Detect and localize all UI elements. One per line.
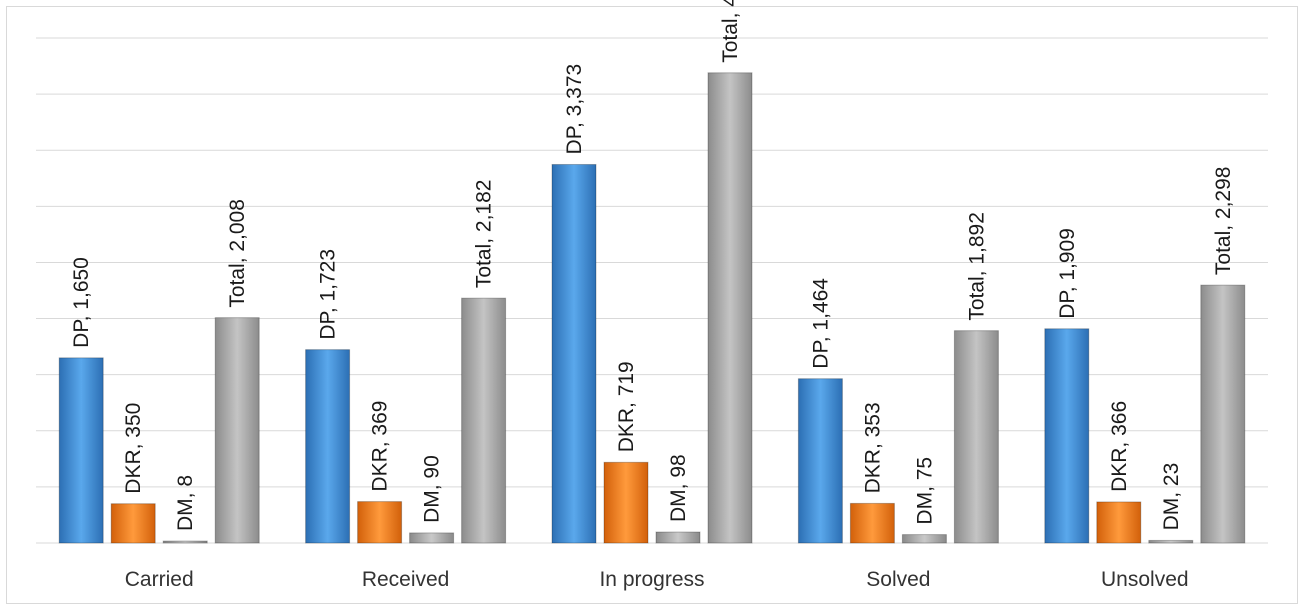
bar-total (953, 330, 999, 544)
category-label: Solved (866, 568, 930, 591)
data-label-total: Total, 2,182 (473, 180, 496, 289)
data-label-dm: DM, 98 (667, 454, 690, 522)
data-label-dp: DP, 1,464 (809, 278, 832, 369)
bars (58, 72, 1246, 544)
category-label: In progress (599, 568, 704, 591)
bar-dkr (603, 461, 649, 544)
category-labels: Carried Received In progress Solved Unsolved (125, 568, 1189, 591)
data-label-dm: DM, 8 (174, 475, 197, 531)
bar-total (461, 297, 507, 544)
bar-dp (797, 378, 843, 544)
data-label-dm: DM, 75 (913, 457, 936, 525)
category-label: Received (362, 568, 450, 591)
bar-dm (655, 531, 701, 544)
bar-total (214, 317, 260, 544)
category-label: Carried (125, 568, 194, 591)
data-label-dp: DP, 1,723 (317, 249, 340, 340)
bar-dkr (357, 501, 403, 544)
data-label-total: Total, 2,008 (226, 199, 249, 308)
bar-dkr (110, 503, 156, 544)
bar-dm (409, 532, 455, 544)
bar-total (1200, 284, 1246, 544)
data-label-dp: DP, 1,909 (1056, 228, 1079, 319)
bar-dp (1044, 328, 1090, 544)
bar-dp (58, 357, 104, 544)
category-label: Unsolved (1101, 568, 1189, 591)
data-label-dkr: DKR, 353 (861, 402, 884, 493)
data-label-dkr: DKR, 350 (122, 403, 145, 494)
bar-dm (901, 534, 947, 544)
data-label-dp: DP, 3,373 (563, 64, 586, 155)
data-labels: DP, 1,650 DKR, 350 DM, 8 Total, 2,008 DP, 1,… (70, 0, 1235, 531)
bar-total (707, 72, 753, 544)
data-label-total: Total, 2,298 (1212, 167, 1235, 276)
data-label-dkr: DKR, 719 (615, 361, 638, 452)
data-label-dkr: DKR, 369 (369, 401, 392, 492)
data-label-dkr: DKR, 366 (1108, 401, 1131, 492)
data-label-dm: DM, 23 (1160, 463, 1183, 531)
bar-dm (1148, 539, 1194, 544)
bar-dp (305, 349, 351, 544)
bar-dp (551, 163, 597, 544)
data-label-dp: DP, 1,650 (70, 257, 93, 348)
data-label-total: Total, 1,892 (965, 212, 988, 321)
bar-dkr (1096, 501, 1142, 544)
bar-dkr (849, 502, 895, 544)
data-label-dm: DM, 90 (421, 455, 444, 523)
bar-dm (162, 540, 208, 544)
data-label-total: Total, 4,190 (719, 0, 742, 63)
